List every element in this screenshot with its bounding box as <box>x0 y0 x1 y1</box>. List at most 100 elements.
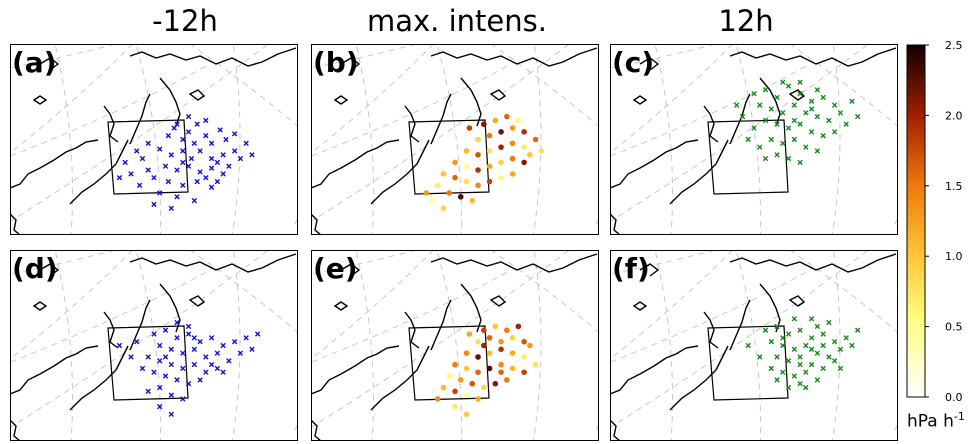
data-point <box>446 190 453 196</box>
coastline <box>311 213 322 235</box>
data-point <box>498 144 504 150</box>
data-point <box>481 327 487 334</box>
data-point <box>440 384 447 391</box>
graticule-line <box>595 216 599 225</box>
data-point <box>136 182 143 189</box>
data-point <box>768 365 774 372</box>
graticule-line <box>311 250 571 429</box>
data-point <box>785 155 792 162</box>
data-point <box>808 129 815 135</box>
panel-label: (f) <box>612 252 650 285</box>
data-point <box>757 144 763 150</box>
data-point <box>797 90 803 97</box>
data-point <box>226 358 232 364</box>
panel-frame <box>610 44 898 235</box>
coastline <box>703 311 719 349</box>
panel-label: (c) <box>612 46 654 79</box>
coastline <box>404 311 420 349</box>
graticule-line <box>10 44 270 223</box>
panel-frame <box>10 250 298 441</box>
map-panel: (f) <box>610 250 898 441</box>
panel-frame <box>311 250 599 441</box>
data-point <box>785 331 792 337</box>
coastline <box>729 253 897 273</box>
graticule-line <box>281 0 304 249</box>
data-point <box>808 346 815 353</box>
data-point <box>768 106 774 112</box>
data-point <box>849 98 855 104</box>
data-point <box>452 159 458 166</box>
data-point <box>780 79 786 85</box>
data-point <box>475 182 481 189</box>
coastline <box>340 263 361 277</box>
column-title-max-intens: max. intens. <box>367 4 547 38</box>
data-point <box>231 338 238 345</box>
colorbar-label: hPa h-1 <box>907 410 965 432</box>
coastline <box>669 139 729 205</box>
data-point <box>226 163 232 169</box>
graticule-line <box>311 250 418 275</box>
data-point <box>254 331 261 337</box>
colorbar-tick-label: 0.5 <box>945 321 963 334</box>
coastline <box>333 301 349 311</box>
data-point <box>791 346 798 353</box>
data-point <box>774 354 780 360</box>
graticule-line <box>10 250 134 360</box>
data-point <box>203 369 209 375</box>
coastline <box>129 93 151 145</box>
data-point <box>194 178 200 185</box>
data-point <box>145 388 151 395</box>
graticule-line <box>311 44 571 223</box>
data-point <box>814 87 821 93</box>
map-panel: (d) <box>10 250 298 441</box>
data-point <box>785 384 792 391</box>
graticule-line <box>610 44 717 69</box>
data-point <box>197 169 203 175</box>
graticule-line <box>10 63 211 157</box>
data-point <box>174 121 180 127</box>
domain-box <box>107 119 189 195</box>
data-point <box>180 396 186 402</box>
data-point <box>139 365 146 372</box>
graticule-line <box>189 250 298 334</box>
data-point <box>249 152 255 158</box>
data-point <box>739 113 746 120</box>
graticule-line <box>54 250 73 441</box>
domain-box <box>707 119 789 195</box>
coastline <box>103 105 119 143</box>
domain-box <box>107 325 189 401</box>
data-point <box>492 380 499 387</box>
data-point <box>165 132 172 139</box>
data-point <box>116 342 123 349</box>
panel-label: (b) <box>313 46 359 79</box>
coastline <box>32 95 48 105</box>
graticule-line <box>311 44 418 69</box>
coastline <box>610 345 699 395</box>
data-point <box>481 384 487 391</box>
data-point <box>820 94 826 101</box>
data-point <box>162 373 169 379</box>
coastline <box>159 77 181 127</box>
graticule-line <box>580 0 603 249</box>
data-point <box>203 132 209 139</box>
data-point <box>188 155 195 162</box>
data-point <box>774 94 780 101</box>
data-point <box>492 117 499 124</box>
data-point <box>243 140 249 147</box>
data-point <box>168 346 174 353</box>
data-point <box>208 361 215 368</box>
data-point <box>214 178 221 185</box>
data-point <box>803 384 809 391</box>
graticule-line <box>595 422 599 431</box>
data-point <box>185 163 192 169</box>
data-point <box>826 117 832 124</box>
data-point <box>837 346 844 353</box>
coastline <box>729 47 897 67</box>
coastline <box>489 89 507 101</box>
coastline <box>430 93 452 145</box>
coastline <box>69 139 129 205</box>
data-point <box>521 159 527 166</box>
data-point <box>463 365 470 372</box>
map-panel: (b) <box>281 0 599 249</box>
data-point <box>191 197 198 204</box>
